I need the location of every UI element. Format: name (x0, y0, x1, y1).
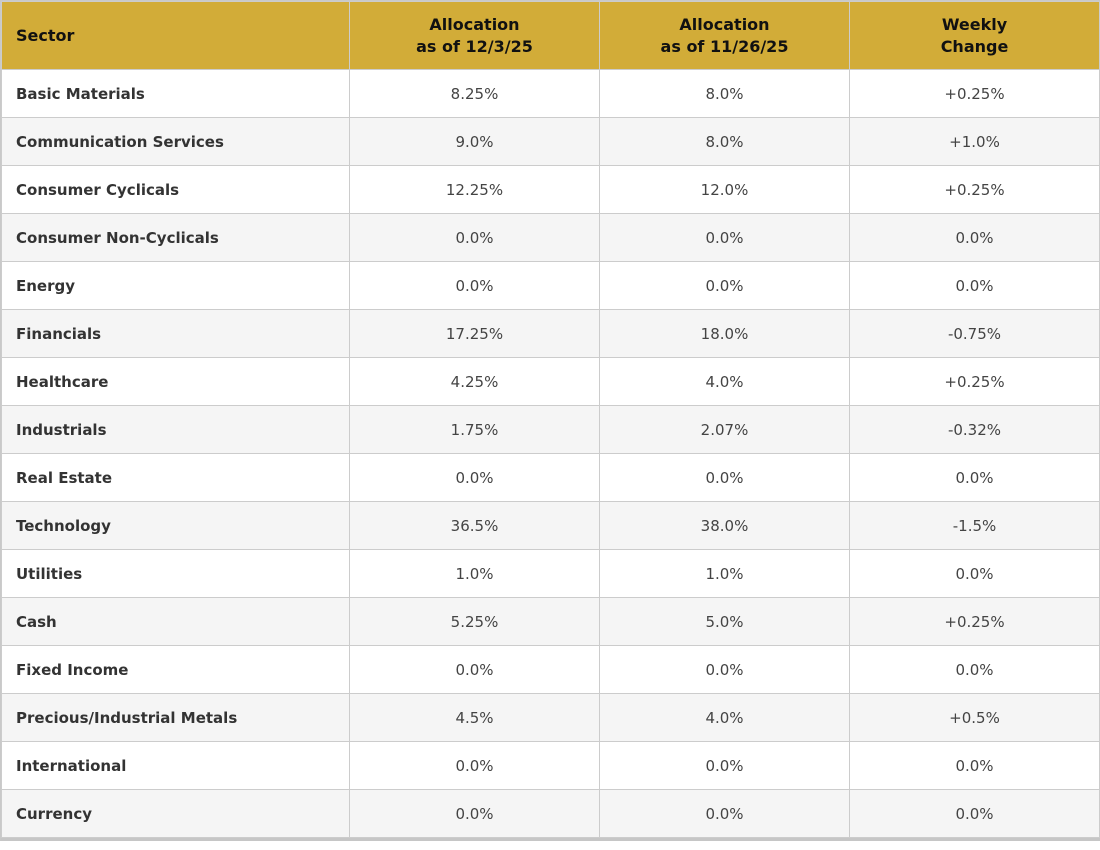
table-row: Utilities 1.0% 1.0% 0.0% (1, 549, 1100, 598)
weekly-change-cell: +1.0% (849, 117, 1100, 166)
allocation-previous-cell: 8.0% (599, 117, 850, 166)
sector-name-cell: Healthcare (1, 357, 350, 406)
allocation-current-cell: 0.0% (349, 453, 600, 502)
allocation-current-cell: 5.25% (349, 597, 600, 646)
sector-name-cell: Basic Materials (1, 69, 350, 118)
allocation-current-cell: 12.25% (349, 165, 600, 214)
header-label-line2: as of 12/3/25 (416, 36, 533, 56)
header-label-line1: Weekly (941, 14, 1008, 34)
allocation-current-cell: 0.0% (349, 645, 600, 694)
allocation-previous-cell: 4.0% (599, 693, 850, 742)
column-header-allocation-current: Allocation as of 12/3/25 (349, 1, 600, 70)
weekly-change-cell: +0.5% (849, 693, 1100, 742)
sector-name-cell: Consumer Cyclicals (1, 165, 350, 214)
header-label-line2: Change (940, 36, 1009, 56)
table-row: Consumer Non-Cyclicals 0.0% 0.0% 0.0% (1, 213, 1100, 262)
allocation-current-cell: 1.0% (349, 549, 600, 598)
table-row: Consumer Cyclicals 12.25% 12.0% +0.25% (1, 165, 1100, 214)
allocation-current-cell: 0.0% (349, 261, 600, 310)
sector-name-cell: Communication Services (1, 117, 350, 166)
allocation-previous-cell: 0.0% (599, 741, 850, 790)
column-header-sector: Sector (1, 1, 350, 70)
table-row: Energy 0.0% 0.0% 0.0% (1, 261, 1100, 310)
allocation-previous-cell: 0.0% (599, 789, 850, 838)
header-label-line1: Allocation (679, 14, 770, 34)
table-row: Basic Materials 8.25% 8.0% +0.25% (1, 69, 1100, 118)
sector-name-cell: Fixed Income (1, 645, 350, 694)
weekly-change-cell: -0.32% (849, 405, 1100, 454)
weekly-change-cell: 0.0% (849, 261, 1100, 310)
sector-name-cell: Technology (1, 501, 350, 550)
table-body: Basic Materials 8.25% 8.0% +0.25% Commun… (1, 69, 1100, 838)
allocation-previous-cell: 0.0% (599, 261, 850, 310)
header-label-line2: as of 11/26/25 (660, 36, 789, 56)
table-row: International 0.0% 0.0% 0.0% (1, 741, 1100, 790)
allocation-previous-cell: 4.0% (599, 357, 850, 406)
sector-name-cell: Precious/Industrial Metals (1, 693, 350, 742)
column-header-allocation-previous: Allocation as of 11/26/25 (599, 1, 850, 70)
allocation-previous-cell: 0.0% (599, 645, 850, 694)
allocation-current-cell: 0.0% (349, 741, 600, 790)
allocation-current-cell: 8.25% (349, 69, 600, 118)
allocation-current-cell: 9.0% (349, 117, 600, 166)
allocation-previous-cell: 18.0% (599, 309, 850, 358)
allocation-current-cell: 0.0% (349, 213, 600, 262)
allocation-current-cell: 36.5% (349, 501, 600, 550)
table-row: Technology 36.5% 38.0% -1.5% (1, 501, 1100, 550)
allocation-previous-cell: 0.0% (599, 453, 850, 502)
table-row: Industrials 1.75% 2.07% -0.32% (1, 405, 1100, 454)
allocation-previous-cell: 12.0% (599, 165, 850, 214)
weekly-change-cell: -1.5% (849, 501, 1100, 550)
weekly-change-cell: +0.25% (849, 357, 1100, 406)
table-row: Currency 0.0% 0.0% 0.0% (1, 789, 1100, 838)
table-row: Precious/Industrial Metals 4.5% 4.0% +0.… (1, 693, 1100, 742)
weekly-change-cell: +0.25% (849, 597, 1100, 646)
table-row: Fixed Income 0.0% 0.0% 0.0% (1, 645, 1100, 694)
weekly-change-cell: 0.0% (849, 789, 1100, 838)
sector-name-cell: Consumer Non-Cyclicals (1, 213, 350, 262)
header-label-line1: Allocation (429, 14, 520, 34)
allocation-previous-cell: 8.0% (599, 69, 850, 118)
allocation-current-cell: 1.75% (349, 405, 600, 454)
allocation-previous-cell: 0.0% (599, 213, 850, 262)
table-row: Real Estate 0.0% 0.0% 0.0% (1, 453, 1100, 502)
allocation-current-cell: 17.25% (349, 309, 600, 358)
allocation-current-cell: 4.25% (349, 357, 600, 406)
weekly-change-cell: 0.0% (849, 453, 1100, 502)
weekly-change-cell: 0.0% (849, 213, 1100, 262)
weekly-change-cell: -0.75% (849, 309, 1100, 358)
allocation-previous-cell: 1.0% (599, 549, 850, 598)
sector-name-cell: Currency (1, 789, 350, 838)
weekly-change-cell: 0.0% (849, 645, 1100, 694)
weekly-change-cell: +0.25% (849, 165, 1100, 214)
sector-name-cell: Financials (1, 309, 350, 358)
allocation-previous-cell: 2.07% (599, 405, 850, 454)
weekly-change-cell: 0.0% (849, 741, 1100, 790)
weekly-change-cell: +0.25% (849, 69, 1100, 118)
allocation-previous-cell: 38.0% (599, 501, 850, 550)
header-row: Sector Allocation as of 12/3/25 Allocati… (1, 1, 1100, 70)
table-row: Financials 17.25% 18.0% -0.75% (1, 309, 1100, 358)
sector-name-cell: Utilities (1, 549, 350, 598)
column-header-weekly-change: Weekly Change (849, 1, 1100, 70)
table-header: Sector Allocation as of 12/3/25 Allocati… (1, 1, 1100, 70)
allocation-previous-cell: 5.0% (599, 597, 850, 646)
header-label: Sector (16, 25, 75, 45)
sector-name-cell: Real Estate (1, 453, 350, 502)
sector-name-cell: Energy (1, 261, 350, 310)
sector-name-cell: International (1, 741, 350, 790)
allocation-current-cell: 0.0% (349, 789, 600, 838)
table-row: Cash 5.25% 5.0% +0.25% (1, 597, 1100, 646)
allocation-current-cell: 4.5% (349, 693, 600, 742)
weekly-change-cell: 0.0% (849, 549, 1100, 598)
sector-name-cell: Industrials (1, 405, 350, 454)
table-row: Healthcare 4.25% 4.0% +0.25% (1, 357, 1100, 406)
sector-name-cell: Cash (1, 597, 350, 646)
table-row: Communication Services 9.0% 8.0% +1.0% (1, 117, 1100, 166)
